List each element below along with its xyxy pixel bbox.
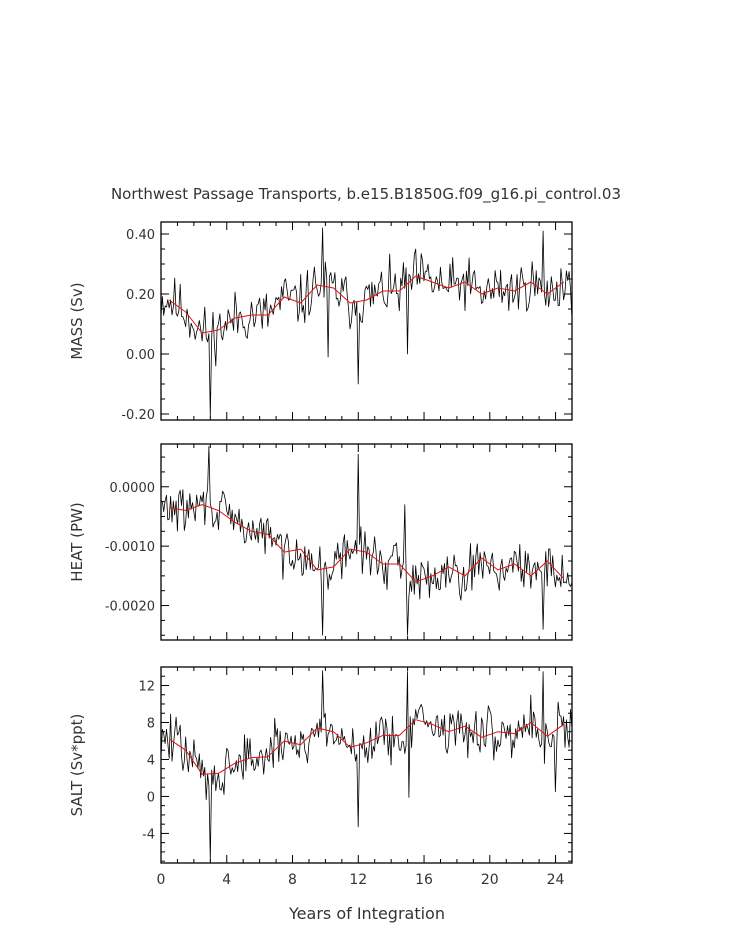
salt-y-tick-label: 0 — [147, 790, 155, 805]
mass-y-tick-label: 0.40 — [126, 228, 155, 243]
salt-x-tick-label: 16 — [415, 872, 433, 888]
salt-x-tick-label: 0 — [157, 872, 166, 888]
mass-y-tick-label: 0.00 — [126, 348, 155, 363]
salt-x-tick-label: 20 — [481, 872, 499, 888]
chart-panels: -0.20 0.00 0.20 0.40 MASS (Sv) -0.0020 -0.0010… — [68, 221, 573, 888]
heat-plot-frame — [160, 443, 573, 641]
heat-y-axis-label: HEAT (PW) — [68, 502, 86, 581]
mass-y-tick-label: 0.20 — [126, 288, 155, 303]
heat-y-tick-label: -0.0010 — [105, 540, 155, 555]
salt-y-tick-label: 12 — [138, 679, 155, 694]
panel-heat: -0.0020 -0.0010 0.0000 HEAT (PW) — [68, 443, 573, 641]
mass-y-axis-label: MASS (Sv) — [68, 282, 86, 359]
x-axis-label: Years of Integration — [288, 904, 445, 923]
panel-mass: -0.20 0.00 0.20 0.40 MASS (Sv) — [68, 221, 573, 423]
heat-annual-mean-line — [169, 504, 565, 583]
salt-x-tick-label: 24 — [547, 872, 565, 888]
heat-y-tick-label: -0.0020 — [105, 600, 155, 615]
salt-x-tick-label: 4 — [222, 872, 231, 888]
salt-y-axis-label: SALT (Sv*ppt) — [68, 714, 86, 817]
salt-y-tick-label: 4 — [147, 753, 155, 768]
salt-x-tick-label: 12 — [349, 872, 367, 888]
salt-monthly-series-line — [161, 670, 572, 862]
mass-monthly-series-line — [161, 227, 572, 418]
heat-monthly-series-line — [161, 446, 572, 636]
mass-y-tick-label: -0.20 — [121, 408, 155, 423]
salt-y-tick-label: -4 — [142, 827, 155, 842]
heat-y-tick-label: 0.0000 — [110, 481, 156, 496]
salt-plot-frame — [160, 666, 573, 864]
salt-annual-mean-line — [168, 719, 565, 775]
salt-y-tick-label: 8 — [147, 716, 155, 731]
panel-salt: -4 0 4 8 12 0 4 8 12 16 20 24 SALT (Sv*ppt) — [68, 666, 573, 888]
mass-plot-frame — [160, 221, 573, 421]
chart-title: Northwest Passage Transports, b.e15.B185… — [111, 185, 621, 204]
mass-annual-mean-line — [168, 275, 565, 334]
salt-x-tick-label: 8 — [288, 872, 297, 888]
